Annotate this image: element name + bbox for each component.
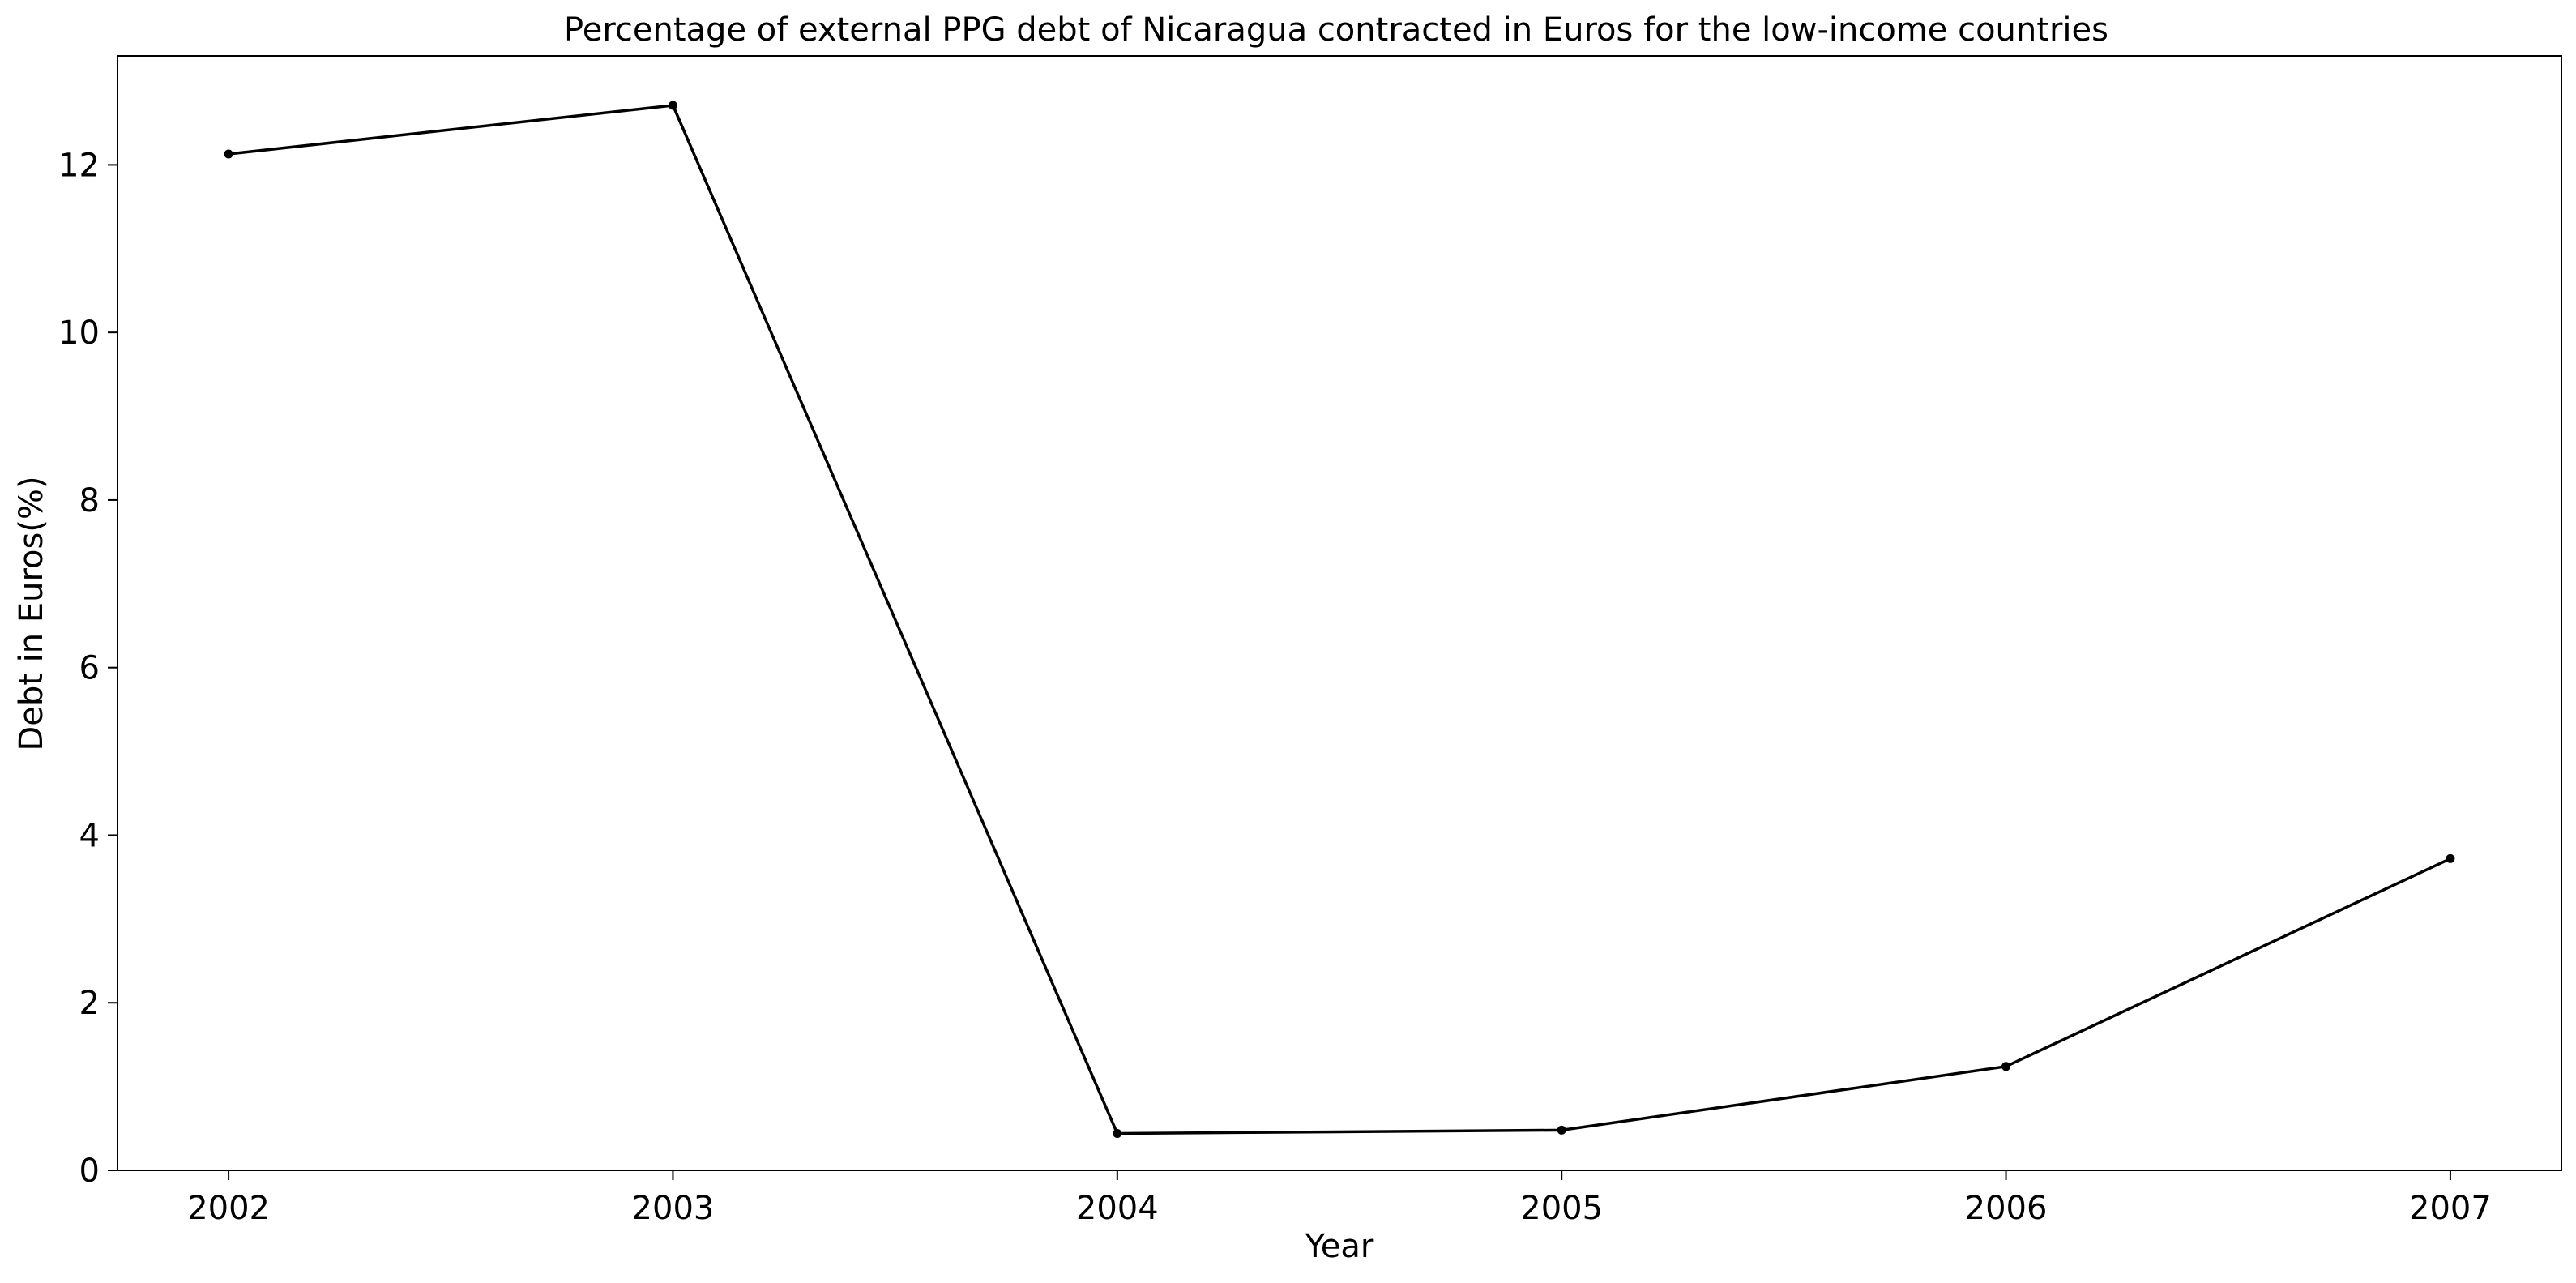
x-tick-label: 2006: [1965, 1190, 2048, 1227]
plot-area-frame: [117, 55, 2562, 1171]
series-line: [228, 104, 2451, 1135]
series-layer: [224, 101, 2455, 1139]
data-point: [224, 149, 233, 159]
y-axis-label: Debt in Euros(%): [13, 476, 50, 751]
data-point: [1113, 1129, 1122, 1139]
data-point: [2446, 853, 2455, 863]
x-axis-ticks: 2002 2003 2004 2005 2006 2007: [187, 1170, 2492, 1227]
data-point: [1557, 1125, 1566, 1135]
y-tick-label: 10: [58, 314, 100, 352]
y-tick-label: 2: [79, 985, 100, 1022]
y-tick-label: 4: [79, 817, 100, 854]
x-tick-label: 2007: [2409, 1190, 2492, 1227]
y-tick-label: 8: [79, 482, 100, 520]
x-tick-label: 2003: [632, 1190, 715, 1227]
y-tick-label: 6: [79, 650, 100, 687]
x-axis-label: Year: [1305, 1228, 1374, 1265]
x-tick-label: 2005: [1520, 1190, 1603, 1227]
y-tick-label: 0: [79, 1153, 100, 1190]
data-point: [2001, 1062, 2011, 1071]
x-tick-label: 2002: [187, 1190, 270, 1227]
chart-title: Percentage of external PPG debt of Nicar…: [564, 11, 2108, 49]
data-point: [668, 101, 677, 110]
y-axis-ticks: 0 2 4 6 8 10 12: [58, 147, 117, 1190]
x-tick-label: 2004: [1076, 1190, 1159, 1227]
y-tick-label: 12: [58, 147, 100, 184]
